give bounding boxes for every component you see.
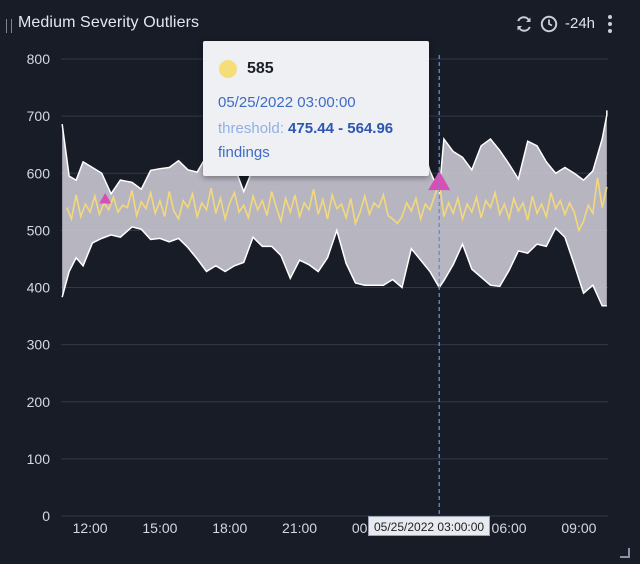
crosshair-time-label: 05/25/2022 03:00:00 <box>368 516 491 536</box>
clock-icon-glyph <box>540 15 558 33</box>
series-line-group <box>66 177 608 233</box>
findings-link[interactable]: findings <box>218 144 270 161</box>
threshold-band-area <box>62 110 607 306</box>
x-tick-label: 15:00 <box>142 520 177 536</box>
y-tick-label: 300 <box>27 337 51 353</box>
outlier-marker[interactable] <box>428 170 451 191</box>
hover-tooltip: 585 05/25/2022 03:00:00 threshold: 475.4… <box>203 41 429 176</box>
x-tick-label: 12:00 <box>73 520 108 536</box>
y-axis-ticks: 0 100 200 300 400 500 600 700 800 <box>27 51 51 524</box>
x-tick-label: 18:00 <box>212 520 247 536</box>
tooltip-threshold: threshold: 475.44 - 564.96 <box>218 120 393 137</box>
refresh-icon[interactable] <box>515 15 533 33</box>
clock-icon[interactable] <box>540 15 558 33</box>
x-tick-label: 06:00 <box>492 520 527 536</box>
y-tick-label: 200 <box>27 394 51 410</box>
outlier-markers <box>99 170 451 204</box>
outlier-marker[interactable] <box>99 192 112 204</box>
kebab-menu-icon[interactable] <box>607 15 613 33</box>
y-tick-label: 600 <box>27 165 51 181</box>
time-range-label[interactable]: -24h <box>565 15 596 32</box>
threshold-label: threshold: <box>218 120 284 137</box>
threshold-value: 475.44 - 564.96 <box>288 120 394 137</box>
y-tick-label: 800 <box>27 51 51 67</box>
series-color-dot <box>219 60 237 78</box>
resize-handle[interactable] <box>620 548 630 558</box>
refresh-icon-glyph <box>517 16 531 32</box>
threshold-lower-line <box>61 226 607 307</box>
y-tick-label: 500 <box>27 222 51 238</box>
tooltip-value: 585 <box>247 60 274 77</box>
tooltip-timestamp: 05/25/2022 03:00:00 <box>218 94 356 111</box>
panel-title: Medium Severity Outliers <box>18 14 200 31</box>
x-tick-label: 09:00 <box>561 520 596 536</box>
y-tick-label: 100 <box>27 451 51 467</box>
panel-header: Medium Severity Outliers -24h <box>0 0 640 46</box>
drag-handle[interactable] <box>6 19 12 33</box>
y-tick-label: 700 <box>27 108 51 124</box>
y-tick-label: 400 <box>27 280 51 296</box>
y-tick-label: 0 <box>42 508 50 524</box>
x-tick-label: 21:00 <box>282 520 317 536</box>
series-line[interactable] <box>66 177 608 233</box>
